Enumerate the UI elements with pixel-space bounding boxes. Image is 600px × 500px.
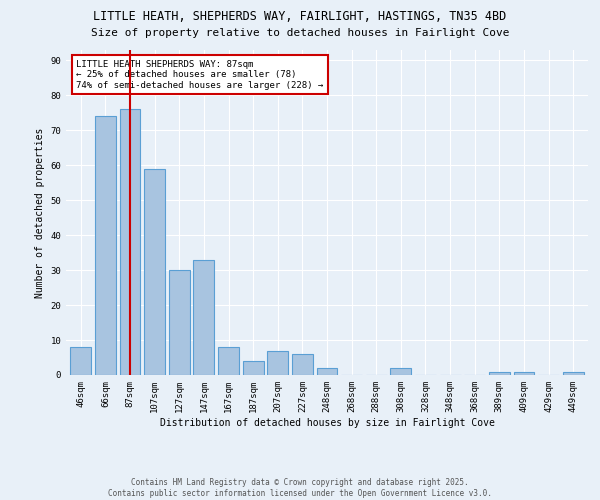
Bar (242, 361, 263, 375)
Bar (193, 260, 214, 375)
Bar (144, 169, 165, 375)
Bar (95, 116, 116, 375)
Text: Contains HM Land Registry data © Crown copyright and database right 2025.
Contai: Contains HM Land Registry data © Crown c… (108, 478, 492, 498)
Text: LITTLE HEATH SHEPHERDS WAY: 87sqm
← 25% of detached houses are smaller (78)
74% : LITTLE HEATH SHEPHERDS WAY: 87sqm ← 25% … (76, 60, 323, 90)
Bar (119, 110, 140, 375)
Bar (563, 372, 584, 375)
X-axis label: Distribution of detached houses by size in Fairlight Cove: Distribution of detached houses by size … (160, 418, 494, 428)
Bar (267, 350, 288, 375)
Text: LITTLE HEATH, SHEPHERDS WAY, FAIRLIGHT, HASTINGS, TN35 4BD: LITTLE HEATH, SHEPHERDS WAY, FAIRLIGHT, … (94, 10, 506, 23)
Text: Size of property relative to detached houses in Fairlight Cove: Size of property relative to detached ho… (91, 28, 509, 38)
Bar (317, 368, 337, 375)
Bar (391, 368, 412, 375)
Bar (218, 347, 239, 375)
Bar (489, 372, 510, 375)
Bar (70, 347, 91, 375)
Y-axis label: Number of detached properties: Number of detached properties (35, 128, 45, 298)
Bar (169, 270, 190, 375)
Bar (514, 372, 535, 375)
Bar (292, 354, 313, 375)
